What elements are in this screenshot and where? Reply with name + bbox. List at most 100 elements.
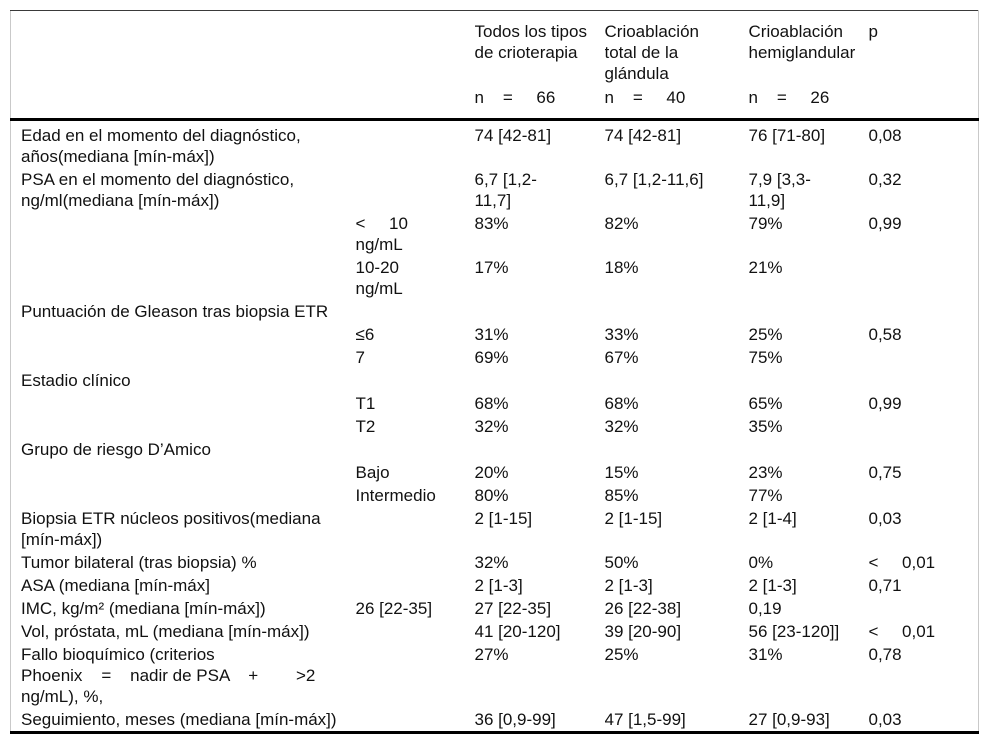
value-all-types-cell: 32% [474, 553, 509, 572]
value-hemigland-cell: 0% [748, 553, 774, 572]
table-header: Todos los tipos de crioterapia Crioablac… [10, 11, 979, 120]
value-hemigland-cell: 65% [748, 394, 783, 413]
p-value-cell [869, 597, 979, 620]
row-label-cell [11, 392, 356, 415]
value-all-types-cell: 32% [474, 417, 509, 436]
p-value-cell: 0,03 [868, 710, 902, 729]
value-all-types-cell [475, 300, 605, 323]
comparison-table: Todos los tipos de crioterapia Crioablac… [10, 10, 979, 734]
p-value-cell: 0,99 [868, 394, 902, 413]
row-sublabel-cell: < 10 ng/mL [355, 214, 408, 254]
row-sublabel-cell: 7 [355, 348, 365, 367]
row-label-cell [11, 346, 356, 369]
value-total-gland-cell: 67% [604, 348, 639, 367]
value-hemigland-cell: 31% [748, 645, 783, 664]
row-sublabel-cell [356, 168, 475, 212]
value-total-gland-cell: 74 [42-81] [604, 126, 682, 145]
header-label-cell [11, 11, 356, 86]
row-label-cell: Estadio clínico [21, 371, 131, 390]
value-hemigland-cell: 7,9 [3,3- 11,9] [748, 170, 811, 210]
value-total-gland-cell: 47 [1,5-99] [604, 710, 686, 729]
header-all-types: Todos los tipos de crioterapia [474, 22, 587, 62]
row-sublabel-cell [356, 369, 475, 392]
row-label-cell: Seguimiento, meses (mediana [mín-máx]) [21, 710, 337, 729]
row-label-cell: Grupo de riesgo D’Amico [21, 440, 211, 459]
table-row: Grupo de riesgo D’Amico [11, 438, 979, 461]
row-label-cell: Biopsia ETR núcleos positivos(mediana [m… [21, 509, 321, 549]
row-sublabel-cell: T2 [355, 417, 376, 436]
table-row: Bajo 20% 15% 23% 0,75 [11, 461, 979, 484]
value-hemigland-cell: 2 [1-4] [748, 509, 797, 528]
n-label-cell [11, 85, 356, 120]
header-group-row: Todos los tipos de crioterapia Crioablac… [11, 11, 979, 86]
row-sublabel-cell: 10-20 ng/mL [355, 258, 403, 298]
value-total-gland-cell: 33% [604, 325, 639, 344]
table-row: Vol, próstata, mL (mediana [mín-máx]) 41 … [11, 620, 979, 643]
value-hemigland-cell [749, 300, 869, 323]
table-row: Fallo bioquímico (criterios Phoenix = na… [11, 643, 979, 708]
value-total-gland-cell [605, 300, 749, 323]
p-value-cell [869, 484, 979, 507]
value-total-gland-cell: 6,7 [1,2-11,6] [604, 170, 704, 189]
row-sublabel-cell: T1 [355, 394, 376, 413]
p-value-cell: 0,99 [868, 214, 902, 233]
value-hemigland-cell: 27 [0,9-93] [748, 710, 830, 729]
p-value-cell [869, 346, 979, 369]
value-total-gland-cell [605, 438, 749, 461]
value-all-types-cell: 2 [1-15] [474, 509, 533, 528]
p-value-cell [869, 256, 979, 300]
row-sublabel-cell [356, 300, 475, 323]
header-p: p [868, 22, 878, 41]
p-value-cell [869, 300, 979, 323]
row-label-cell: Vol, próstata, mL (mediana [mín-máx]) [21, 622, 310, 641]
row-label-cell [11, 461, 356, 484]
table-row: Biopsia ETR núcleos positivos(mediana [m… [11, 507, 979, 551]
row-sublabel-cell [356, 551, 475, 574]
row-label-cell: Tumor bilateral (tras biopsia) % [21, 553, 257, 572]
row-label-cell: IMC, kg/m² (mediana [mín-máx]) [21, 599, 266, 618]
value-all-types-cell: 6,7 [1,2- 11,7] [474, 170, 537, 210]
value-all-types-cell: 83% [474, 214, 509, 233]
value-total-gland-cell: 15% [604, 463, 639, 482]
p-value-cell [869, 369, 979, 392]
row-label-cell [11, 323, 356, 346]
value-total-gland-cell: 2 [1-15] [604, 509, 663, 528]
table-row: Seguimiento, meses (mediana [mín-máx]) 36… [11, 708, 979, 733]
table-body: Edad en el momento del diagnóstico, años… [11, 120, 979, 733]
value-hemigland-cell: 0,19 [748, 599, 782, 618]
value-all-types-cell: 68% [474, 394, 509, 413]
value-all-types-cell: 2 [1-3] [474, 576, 523, 595]
p-value-cell: 0,75 [868, 463, 902, 482]
table-row: Estadio clínico [11, 369, 979, 392]
n-all-types: n = 66 [474, 88, 556, 107]
value-all-types-cell [475, 438, 605, 461]
value-hemigland-cell: 79% [748, 214, 783, 233]
value-hemigland-cell: 77% [748, 486, 783, 505]
value-hemigland-cell: 75% [748, 348, 783, 367]
row-sublabel-cell: 26 [22-35] [355, 599, 433, 618]
value-total-gland-cell: 39 [20-90] [604, 622, 682, 641]
table-row: ≤6 31% 33% 25% 0,58 [11, 323, 979, 346]
p-value-cell: 0,71 [868, 576, 902, 595]
header-sublabel-cell [356, 11, 475, 86]
p-value-cell: 0,58 [868, 325, 902, 344]
value-total-gland-cell: 82% [604, 214, 639, 233]
row-label-cell: Puntuación de Gleason tras biopsia ETR [21, 302, 329, 321]
value-all-types-cell: 74 [42-81] [474, 126, 552, 145]
value-total-gland-cell [605, 369, 749, 392]
table-row: T2 32% 32% 35% [11, 415, 979, 438]
row-sublabel-cell [356, 643, 475, 708]
row-sublabel-cell: ≤6 [355, 325, 375, 344]
row-label-cell: PSA en el momento del diagnóstico, ng/ml… [21, 170, 295, 210]
value-all-types-cell: 69% [474, 348, 509, 367]
table-row: IMC, kg/m² (mediana [mín-máx]) 26 [22-35]… [11, 597, 979, 620]
value-all-types-cell: 20% [474, 463, 509, 482]
n-sublabel-cell [356, 85, 475, 120]
value-all-types-cell: 27% [474, 645, 509, 664]
value-hemigland-cell: 35% [748, 417, 783, 436]
value-total-gland-cell: 32% [604, 417, 639, 436]
value-all-types-cell: 17% [474, 258, 509, 277]
row-sublabel-cell: Intermedio [355, 486, 436, 505]
value-total-gland-cell: 25% [604, 645, 639, 664]
